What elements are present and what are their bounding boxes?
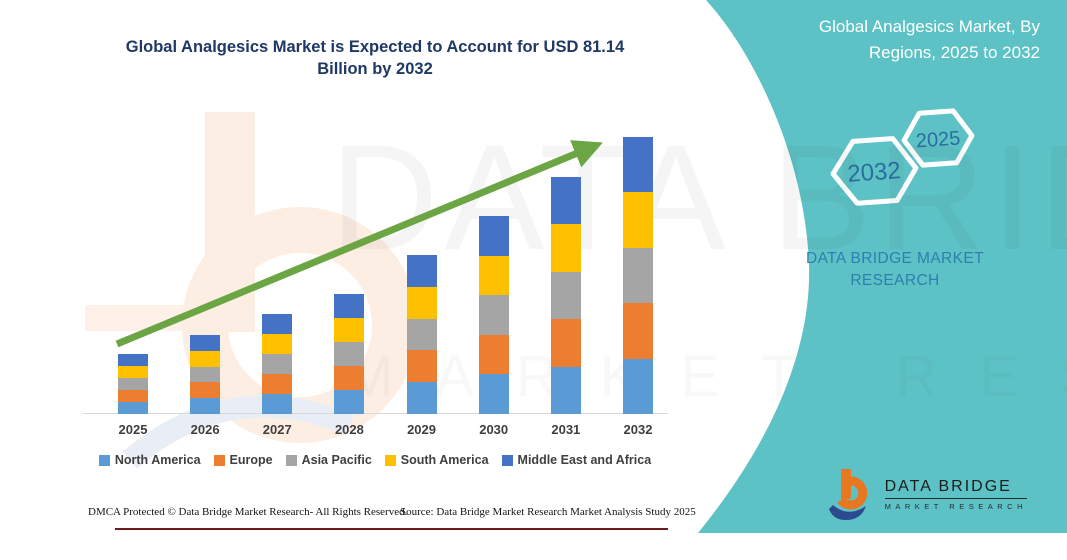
year-label-2032: 2032 bbox=[623, 422, 653, 437]
bar-segment-north-america bbox=[478, 374, 509, 414]
bar-segment-south-america bbox=[406, 286, 437, 319]
hexagon-2032-label: 2032 bbox=[847, 157, 902, 188]
hexagon-2032: 2032 bbox=[830, 136, 919, 206]
bar-segment-middle-east-and-africa bbox=[262, 313, 293, 334]
bar-segment-north-america bbox=[190, 398, 221, 414]
year-label-2030: 2030 bbox=[479, 422, 509, 437]
legend-swatch-icon bbox=[98, 454, 110, 466]
bar-segment-europe bbox=[550, 319, 581, 367]
bar-segment-south-america bbox=[334, 317, 365, 342]
bar-segment-middle-east-and-africa bbox=[334, 293, 365, 318]
chart-title-line1: Global Analgesics Market is Expected to … bbox=[125, 38, 625, 56]
bar-segment-south-america bbox=[478, 255, 509, 296]
bar-segment-europe bbox=[262, 373, 293, 394]
bar-segment-asia-pacific bbox=[406, 318, 437, 351]
footer-rule bbox=[115, 528, 668, 530]
chart-title-line2: Billion by 2032 bbox=[317, 60, 433, 79]
chart-legend: North America Europe Asia Pacific South Ame… bbox=[83, 453, 667, 467]
bar-segment-middle-east-and-africa bbox=[118, 353, 148, 366]
x-axis-line bbox=[83, 413, 668, 414]
bar-2026 bbox=[190, 334, 221, 414]
year-label-2027: 2027 bbox=[262, 422, 292, 437]
bar-segment-middle-east-and-africa bbox=[478, 216, 509, 256]
legend-item-north-america: North America bbox=[98, 453, 201, 467]
side-panel-shape bbox=[698, 0, 1067, 533]
legend-swatch-icon bbox=[384, 454, 396, 466]
legend-label: North America bbox=[114, 453, 201, 467]
legend-item-middle-east-and-africa: Middle East and Africa bbox=[501, 453, 652, 467]
bar-segment-middle-east-and-africa bbox=[406, 254, 437, 287]
bar-segment-asia-pacific bbox=[334, 341, 365, 366]
bar-segment-north-america bbox=[406, 382, 437, 414]
bar-2030 bbox=[478, 216, 509, 414]
data-bridge-logo-icon bbox=[828, 469, 867, 520]
legend-item-europe: Europe bbox=[213, 453, 273, 467]
footer-source-text: Source: Data Bridge Market Research Mark… bbox=[400, 506, 696, 518]
bar-segment-asia-pacific bbox=[550, 271, 581, 320]
brand-text: DATA BRIDGE MARKET RESEARCH bbox=[805, 250, 984, 290]
bar-segment-middle-east-and-africa bbox=[622, 136, 653, 193]
chart-title: Global Analgesics Market is Expected to … bbox=[90, 36, 660, 81]
legend-swatch-icon bbox=[285, 454, 297, 466]
footer-dmca-text: DMCA Protected © Data Bridge Market Rese… bbox=[88, 506, 408, 518]
year-label-2025: 2025 bbox=[118, 422, 148, 437]
watermark-text-line2: MARKET RESEARCH bbox=[345, 348, 1067, 406]
legend-label: Europe bbox=[229, 453, 273, 467]
logo-subtitle: MARKET RESEARCH bbox=[884, 501, 1027, 511]
bar-segment-europe bbox=[406, 350, 437, 383]
bar-segment-middle-east-and-africa bbox=[550, 177, 581, 225]
bar-segment-middle-east-and-africa bbox=[190, 334, 221, 351]
legend-label: Middle East and Africa bbox=[517, 453, 652, 467]
infographic-root: { "main": { "title_line1": "Global Analg… bbox=[83, 0, 1067, 533]
side-panel-background: 2032 2025 bbox=[698, 0, 1067, 533]
bar-segment-north-america bbox=[334, 389, 365, 414]
bar-2031 bbox=[550, 177, 581, 414]
company-logo: DATA BRIDGE MARKET RESEARCH bbox=[828, 467, 1027, 521]
hexagon-2025-label: 2025 bbox=[915, 127, 961, 152]
legend-label: South America bbox=[400, 453, 489, 467]
year-label-2029: 2029 bbox=[407, 422, 436, 437]
side-panel-title: Global Analgesics Market, By Regions, 20… bbox=[818, 17, 1040, 62]
bar-segment-south-america bbox=[550, 224, 581, 272]
bar-2029 bbox=[406, 254, 437, 414]
bar-segment-asia-pacific bbox=[118, 377, 148, 390]
bar-segment-north-america bbox=[550, 366, 581, 414]
year-label-2026: 2026 bbox=[190, 422, 220, 437]
bar-segment-europe bbox=[622, 303, 653, 359]
bar-segment-north-america bbox=[622, 358, 653, 414]
legend-label: Asia Pacific bbox=[301, 453, 372, 467]
bar-2032 bbox=[622, 136, 653, 414]
bar-segment-south-america bbox=[118, 365, 148, 378]
bar-segment-south-america bbox=[262, 333, 293, 354]
bar-segment-asia-pacific bbox=[190, 366, 221, 383]
legend-item-asia-pacific: Asia Pacific bbox=[285, 453, 372, 467]
bar-segment-europe bbox=[478, 334, 509, 375]
bar-segment-asia-pacific bbox=[478, 295, 509, 335]
logo-title: DATA BRIDGE bbox=[884, 478, 1027, 499]
bar-2028 bbox=[334, 293, 365, 414]
year-label-2028: 2028 bbox=[334, 422, 364, 437]
legend-swatch-icon bbox=[213, 454, 225, 466]
hexagon-2025: 2025 bbox=[901, 108, 975, 168]
bar-segment-europe bbox=[334, 365, 365, 390]
bar-segment-north-america bbox=[118, 401, 148, 414]
legend-item-south-america: South America bbox=[384, 453, 489, 467]
bar-segment-south-america bbox=[622, 192, 653, 248]
bar-segment-europe bbox=[118, 389, 148, 402]
bar-2025 bbox=[118, 353, 148, 414]
bar-2027 bbox=[262, 313, 293, 414]
bar-segment-north-america bbox=[262, 393, 293, 414]
year-label-2031: 2031 bbox=[551, 422, 581, 437]
bar-segment-south-america bbox=[190, 350, 221, 367]
bar-segment-asia-pacific bbox=[262, 353, 293, 374]
bar-segment-europe bbox=[190, 382, 221, 399]
bar-segment-asia-pacific bbox=[622, 247, 653, 304]
legend-swatch-icon bbox=[501, 454, 513, 466]
